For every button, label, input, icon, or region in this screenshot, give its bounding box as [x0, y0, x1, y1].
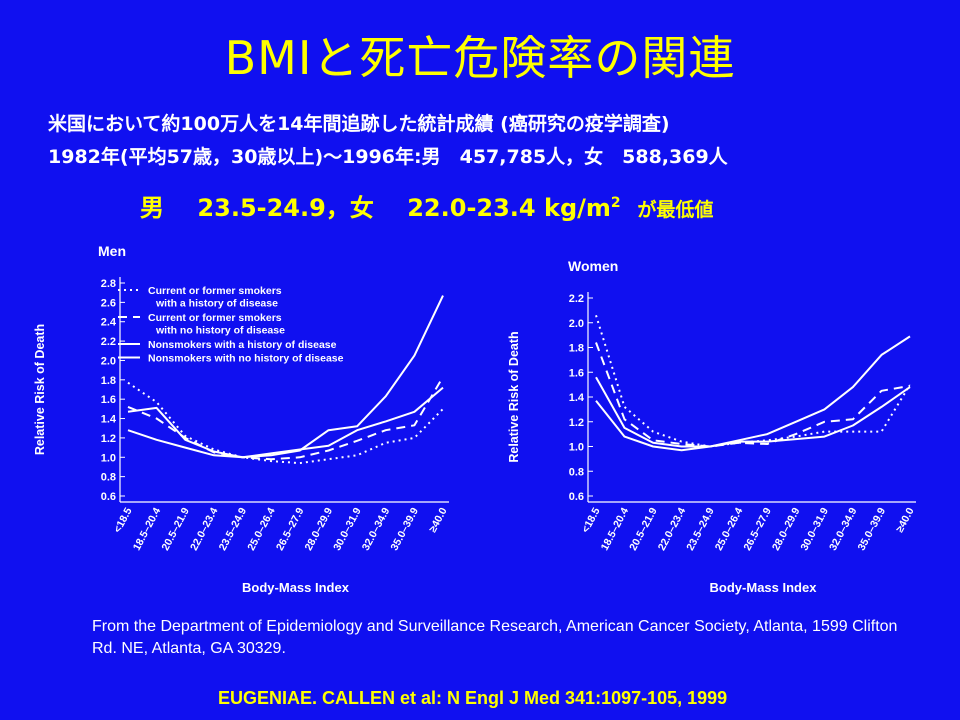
unit-superscript: 2: [610, 195, 621, 211]
men-chart: Men 0.6 0.8 1.0 1.2 1.4 1.6 1.8 2.0 2.2 2.4 2.6 2.8 <…: [33, 243, 450, 595]
source-affiliation: From the Department of Epidemiology and …: [92, 618, 898, 657]
series-line-1-1: [595, 342, 911, 448]
y-tick-label-1: 2.2: [569, 293, 584, 305]
x-tick-label-1: ≥40.0: [894, 506, 917, 535]
study-period: 1982年(平均57歳，30歳以上)～1996年:男 457,785人，女 58…: [48, 146, 728, 168]
x-axis-label-1: Body-Mass Index: [710, 580, 818, 595]
x-tick-label-1: 23.5–24.9: [684, 506, 717, 553]
x-tick-label-1: 30.0–31.9: [798, 506, 831, 553]
citation: EUGENIAE. CALLEN et al: N Engl J Med 341…: [218, 688, 728, 708]
y-tick-label-1: 0.8: [569, 466, 584, 478]
y-tick-label-0: 2.8: [101, 278, 116, 290]
x-tick-label-1: 25.0–26.4: [713, 506, 746, 553]
x-tick-label-1: 28.0–29.9: [770, 506, 803, 553]
legend-entry-3: Nonsmokers with no history of disease: [148, 353, 344, 365]
legend-entry-0: Current or former smokers with a history …: [148, 285, 282, 310]
lowest-value-suffix: が最低値: [637, 199, 714, 221]
legend-entry-1: Current or former smokers with no history…: [148, 312, 285, 337]
x-tick-label-0: 23.5–24.9: [217, 506, 250, 553]
women-label: 女: [349, 194, 374, 222]
y-tick-label-0: 0.6: [101, 491, 116, 503]
x-tick-label-0: <18.5: [112, 506, 135, 535]
y-tick-label-1: 1.4: [569, 392, 585, 404]
y-tick-label-0: 1.4: [101, 414, 117, 426]
y-tick-label-0: 1.8: [101, 375, 116, 387]
x-tick-label-0: ≥40.0: [427, 506, 450, 535]
x-tick-label-1: 20.5–21.9: [627, 506, 660, 553]
y-tick-label-1: 0.6: [569, 491, 584, 503]
series-line-1-2: [595, 335, 911, 448]
y-tick-label-1: 2.0: [569, 318, 584, 330]
series-line-0-2: [127, 295, 444, 459]
series-line-0-1: [127, 376, 444, 461]
x-tick-label-0: 35.0–39.9: [388, 506, 421, 553]
women-chart: Women 0.6 0.8 1.0 1.2 1.4 1.6 1.8 2.0 2.2 <18.518.…: [507, 258, 917, 595]
chart-title-0: Men: [98, 243, 126, 259]
y-tick-label-0: 2.4: [101, 317, 117, 329]
y-tick-label-1: 1.2: [569, 417, 584, 429]
x-tick-label-1: 35.0–39.9: [856, 506, 889, 553]
x-tick-label-0: 26.5–27.9: [274, 506, 307, 553]
men-label: 男: [140, 194, 164, 222]
x-tick-label-0: 32.0–34.9: [360, 506, 393, 553]
x-tick-label-0: 25.0–26.4: [245, 506, 278, 553]
legend-entry-2: Nonsmokers with a history of disease: [148, 339, 337, 351]
page-title: BMIと死亡危険率の関連: [224, 31, 736, 85]
x-tick-label-0: 18.5–20.4: [131, 506, 164, 553]
y-tick-label-1: 1.0: [569, 442, 584, 454]
women-range: 22.0-23.4 kg/m: [407, 194, 611, 222]
y-tick-label-0: 2.6: [101, 297, 116, 309]
men-range: 23.5-24.9，: [197, 194, 350, 222]
x-tick-label-1: 26.5–27.9: [741, 506, 774, 553]
x-tick-label-0: 22.0–23.4: [188, 506, 221, 553]
y-axis-label-1: Relative Risk of Death: [507, 331, 521, 462]
series-line-1-0: [595, 315, 911, 448]
y-tick-label-1: 1.8: [569, 343, 584, 355]
y-axis-label-0: Relative Risk of Death: [33, 324, 47, 455]
x-tick-label-1: 18.5–20.4: [599, 506, 632, 553]
x-tick-label-1: <18.5: [580, 506, 603, 535]
study-description: 米国において約100万人を14年間追跡した統計成績 (癌研究の疫学調査): [48, 113, 670, 135]
y-tick-label-0: 1.2: [101, 433, 116, 445]
x-tick-label-0: 30.0–31.9: [331, 506, 364, 553]
lowest-risk-summary: 男 23.5-24.9，女 22.0-23.4 kg/m2 が最低値: [140, 188, 713, 223]
y-tick-label-0: 2.0: [101, 355, 116, 367]
y-tick-label-0: 1.6: [101, 394, 116, 406]
x-tick-label-0: 28.0–29.9: [303, 506, 336, 553]
y-tick-label-0: 1.0: [101, 452, 116, 464]
series-line-0-3: [127, 386, 444, 459]
y-tick-label-1: 1.6: [569, 367, 584, 379]
x-tick-label-1: 32.0–34.9: [827, 506, 860, 553]
series-line-1-3: [595, 386, 911, 452]
x-axis-label-0: Body-Mass Index: [242, 580, 350, 595]
x-tick-label-1: 22.0–23.4: [656, 506, 689, 553]
chart-title-1: Women: [568, 258, 618, 274]
x-tick-label-0: 20.5–21.9: [159, 506, 192, 553]
y-tick-label-0: 0.8: [101, 472, 116, 484]
y-tick-label-0: 2.2: [101, 336, 116, 348]
